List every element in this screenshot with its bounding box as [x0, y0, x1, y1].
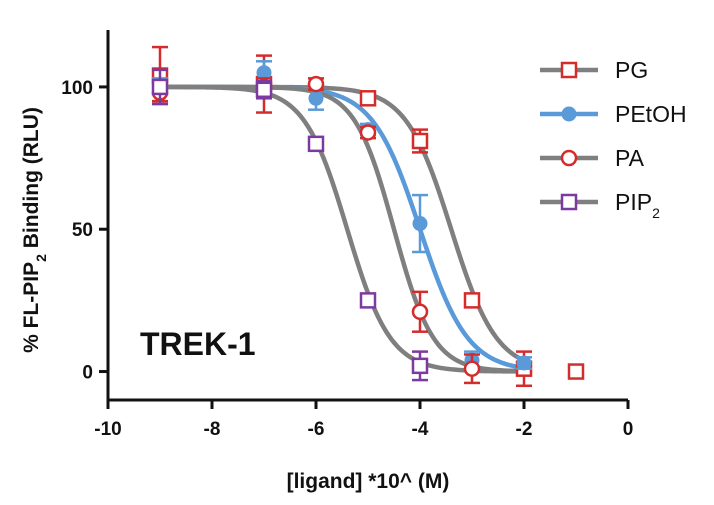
- data-point-pg: [463, 292, 481, 309]
- data-point-pg: [567, 363, 585, 380]
- legend-label-text: PA: [615, 145, 645, 171]
- x-tick-label: 0: [623, 419, 634, 440]
- data-points: [151, 45, 585, 388]
- data-point-pa: [359, 124, 377, 141]
- x-axis-title: [ligand] *10^ (M): [287, 470, 450, 493]
- legend-entry-petoh: PEtOH: [540, 101, 687, 127]
- y-axis-title: % FL-PIP2 Binding (RLU): [20, 107, 49, 353]
- legend-entry-pg: PG: [540, 57, 648, 83]
- x-tick-label: -6: [308, 419, 325, 440]
- legend-marker: [561, 106, 577, 122]
- y-tick-label: 0: [82, 363, 93, 384]
- y-axis-title-subscript: 2: [33, 254, 49, 262]
- data-point-pa: [411, 303, 429, 321]
- legend-label-text: PIP: [615, 189, 652, 215]
- data-point-petoh: [516, 355, 532, 371]
- legend-entry-pa: PA: [540, 145, 645, 171]
- data-point-pip: [255, 81, 273, 99]
- legend-label-text: PEtOH: [615, 101, 687, 127]
- legend-label-subscript: 2: [652, 205, 660, 221]
- y-tick-label: 50: [72, 220, 93, 241]
- data-point-petoh: [308, 90, 324, 106]
- x-tick-label: -2: [516, 419, 533, 440]
- legend-entry-pip: PIP2: [540, 189, 660, 221]
- data-point-pg: [411, 132, 429, 150]
- x-tick-label: -10: [94, 419, 121, 440]
- chart-annotation: TREK-1: [140, 326, 256, 362]
- data-point-pa: [463, 360, 481, 377]
- legend-marker: [560, 149, 578, 167]
- data-point-pip: [151, 78, 169, 96]
- x-tick-label: -4: [412, 419, 429, 440]
- legend-label-pa: PA: [615, 145, 645, 171]
- data-point-pip: [411, 357, 429, 375]
- x-tick-label: -8: [204, 419, 221, 440]
- y-axis-title-main: % FL-PIP: [20, 262, 43, 353]
- y-tick-label: 100: [61, 78, 93, 99]
- data-point-pip: [307, 135, 325, 153]
- axes: -10 -8 -6 -4 -2 0 0 50 100: [61, 30, 633, 440]
- legend-label-pip: PIP2: [615, 189, 660, 221]
- legend-label-petoh: PEtOH: [615, 101, 687, 127]
- legend-marker: [560, 193, 578, 211]
- legend-label-text: PG: [615, 57, 648, 83]
- series-pip: [151, 68, 429, 382]
- legend-label-pg: PG: [615, 57, 648, 83]
- legend-marker: [560, 61, 578, 79]
- y-axis-title-rest: Binding (RLU): [20, 107, 43, 254]
- data-point-pa: [307, 75, 325, 93]
- data-point-pip: [359, 292, 377, 309]
- data-point-petoh: [412, 216, 428, 232]
- data-point-pg: [359, 90, 377, 107]
- legend: PG PEtOH PA PIP2: [540, 57, 687, 221]
